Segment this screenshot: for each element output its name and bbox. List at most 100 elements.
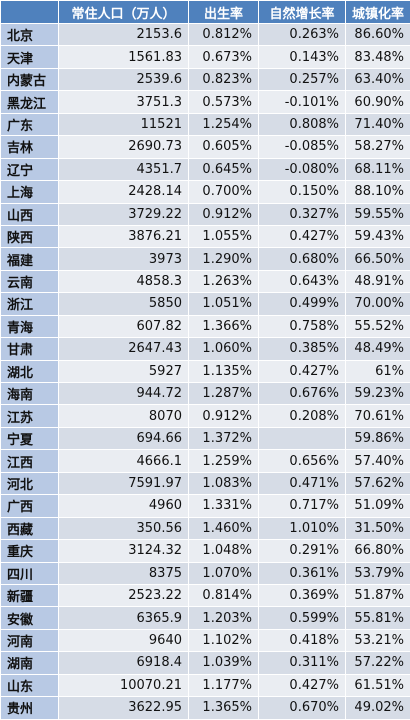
urbanization-cell: 57.62% xyxy=(346,472,410,494)
natural-growth-cell: 0.427% xyxy=(259,674,346,696)
province-cell: 甘肃 xyxy=(1,338,59,360)
birth-rate-cell: 0.645% xyxy=(189,158,259,180)
urbanization-cell: 55.81% xyxy=(346,607,410,629)
province-cell: 天津 xyxy=(1,46,59,68)
birth-rate-cell: 1.177% xyxy=(189,674,259,696)
birth-rate-cell: 0.812% xyxy=(189,24,259,46)
natural-growth-cell: 0.680% xyxy=(259,248,346,270)
urbanization-cell: 61% xyxy=(346,360,410,382)
header-urbanization-rate: 城镇化率 xyxy=(346,1,410,24)
population-cell: 5927 xyxy=(59,360,189,382)
birth-rate-cell: 1.203% xyxy=(189,607,259,629)
province-cell: 山东 xyxy=(1,674,59,696)
population-cell: 3729.22 xyxy=(59,203,189,225)
province-cell: 河北 xyxy=(1,472,59,494)
population-cell: 3751.3 xyxy=(59,91,189,113)
population-cell: 11521 xyxy=(59,113,189,135)
natural-growth-cell xyxy=(259,427,346,449)
population-cell: 1561.83 xyxy=(59,46,189,68)
population-cell: 694.66 xyxy=(59,427,189,449)
urbanization-cell: 51.87% xyxy=(346,584,410,606)
population-cell: 8070 xyxy=(59,405,189,427)
natural-growth-cell: 0.369% xyxy=(259,584,346,606)
birth-rate-cell: 0.605% xyxy=(189,136,259,158)
natural-growth-cell: 0.427% xyxy=(259,360,346,382)
province-cell: 宁夏 xyxy=(1,427,59,449)
birth-rate-cell: 1.460% xyxy=(189,517,259,539)
province-cell: 安徽 xyxy=(1,607,59,629)
birth-rate-cell: 0.673% xyxy=(189,46,259,68)
birth-rate-cell: 0.912% xyxy=(189,405,259,427)
natural-growth-cell: -0.080% xyxy=(259,158,346,180)
natural-growth-cell: 0.263% xyxy=(259,24,346,46)
urbanization-cell: 88.10% xyxy=(346,181,410,203)
natural-growth-cell: 0.717% xyxy=(259,495,346,517)
population-cell: 5850 xyxy=(59,293,189,315)
urbanization-cell: 68.11% xyxy=(346,158,410,180)
urbanization-cell: 58.27% xyxy=(346,136,410,158)
urbanization-cell: 83.48% xyxy=(346,46,410,68)
birth-rate-cell: 1.060% xyxy=(189,338,259,360)
province-cell: 云南 xyxy=(1,270,59,292)
natural-growth-cell: 0.808% xyxy=(259,113,346,135)
urbanization-cell: 48.91% xyxy=(346,270,410,292)
natural-growth-cell: 0.150% xyxy=(259,181,346,203)
province-cell: 重庆 xyxy=(1,540,59,562)
province-cell: 湖北 xyxy=(1,360,59,382)
population-cell: 3876.21 xyxy=(59,225,189,247)
natural-growth-cell: 0.599% xyxy=(259,607,346,629)
population-cell: 3622.95 xyxy=(59,697,189,719)
province-cell: 内蒙古 xyxy=(1,68,59,90)
birth-rate-cell: 1.070% xyxy=(189,562,259,584)
province-cell: 湖南 xyxy=(1,652,59,674)
header-population: 常住人口（万人） xyxy=(59,1,189,24)
header-row: 常住人口（万人） 出生率 自然增长率 城镇化率 xyxy=(1,1,410,24)
province-cell: 四川 xyxy=(1,562,59,584)
population-cell: 4960 xyxy=(59,495,189,517)
population-cell: 607.82 xyxy=(59,315,189,337)
population-cell: 9640 xyxy=(59,629,189,651)
birth-rate-cell: 1.331% xyxy=(189,495,259,517)
urbanization-cell: 48.49% xyxy=(346,338,410,360)
population-cell: 6918.4 xyxy=(59,652,189,674)
birth-rate-cell: 1.366% xyxy=(189,315,259,337)
birth-rate-cell: 1.365% xyxy=(189,697,259,719)
birth-rate-cell: 1.254% xyxy=(189,113,259,135)
province-cell: 江西 xyxy=(1,450,59,472)
population-cell: 2428.14 xyxy=(59,181,189,203)
population-cell: 6365.9 xyxy=(59,607,189,629)
province-cell: 新疆 xyxy=(1,584,59,606)
natural-growth-cell: 0.385% xyxy=(259,338,346,360)
birth-rate-cell: 1.135% xyxy=(189,360,259,382)
urbanization-cell: 59.55% xyxy=(346,203,410,225)
header-province xyxy=(1,1,59,24)
birth-rate-cell: 0.912% xyxy=(189,203,259,225)
birth-rate-cell: 0.823% xyxy=(189,68,259,90)
header-birth-rate: 出生率 xyxy=(189,1,259,24)
birth-rate-cell: 0.700% xyxy=(189,181,259,203)
birth-rate-cell: 1.083% xyxy=(189,472,259,494)
urbanization-cell: 71.40% xyxy=(346,113,410,135)
population-cell: 3124.32 xyxy=(59,540,189,562)
natural-growth-cell: 0.676% xyxy=(259,383,346,405)
population-cell: 2539.6 xyxy=(59,68,189,90)
urbanization-cell: 66.50% xyxy=(346,248,410,270)
urbanization-cell: 59.43% xyxy=(346,225,410,247)
urbanization-cell: 49.02% xyxy=(346,697,410,719)
natural-growth-cell: 0.208% xyxy=(259,405,346,427)
